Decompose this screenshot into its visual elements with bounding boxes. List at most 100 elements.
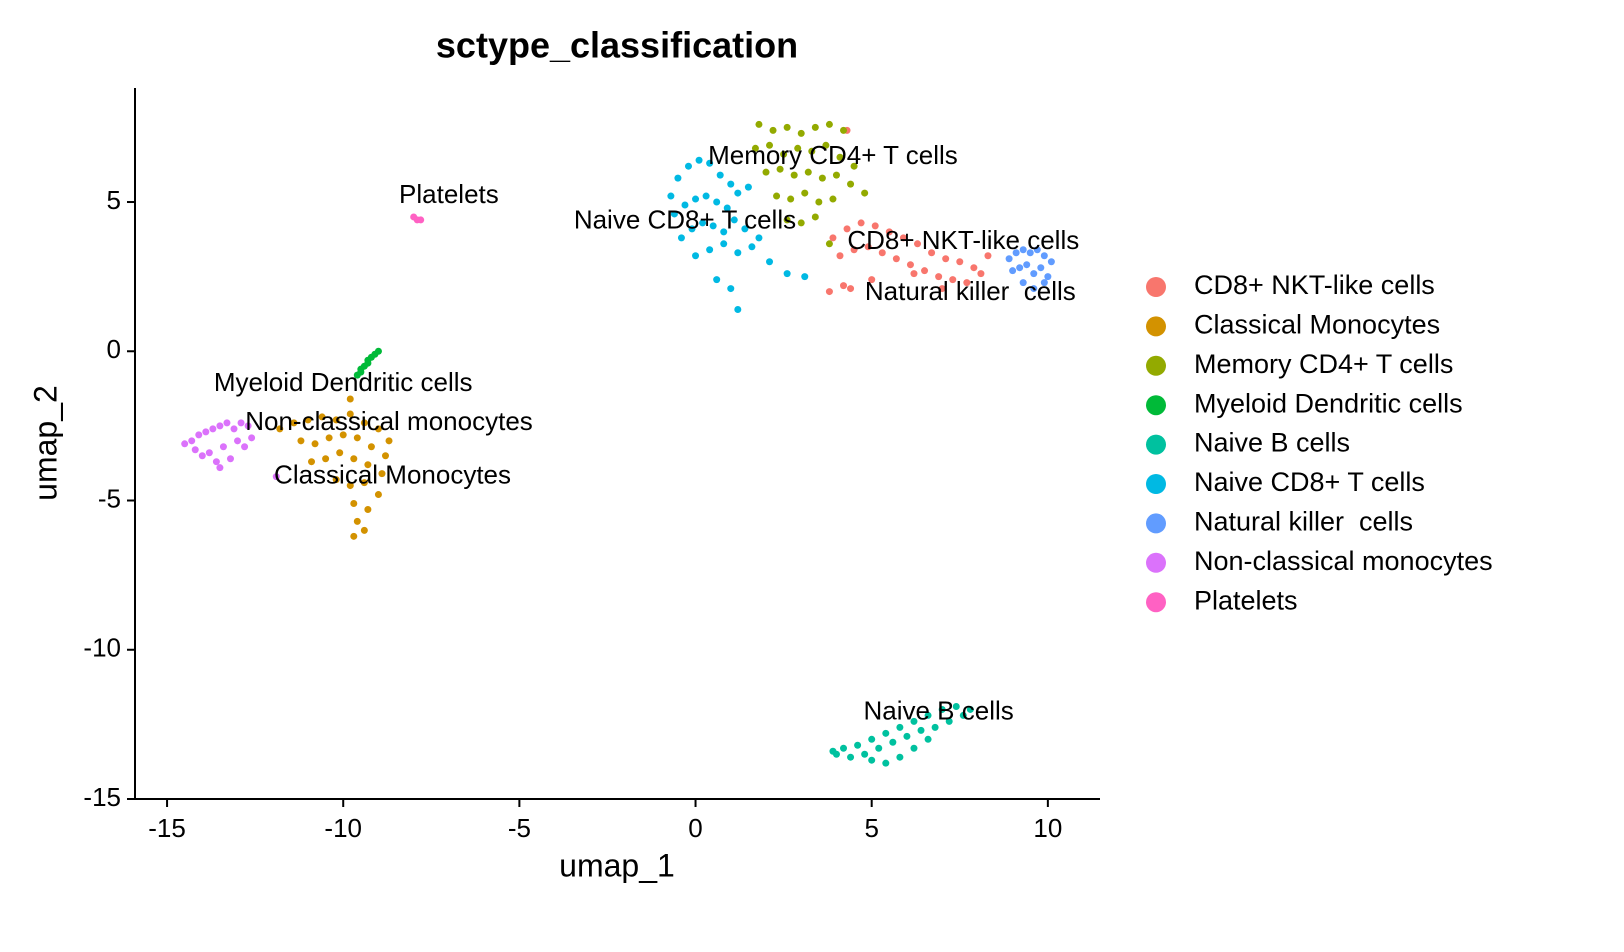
point — [325, 434, 333, 442]
point — [878, 249, 886, 257]
legend-label: Non-classical monocytes — [1194, 546, 1493, 576]
point — [360, 526, 368, 534]
point — [374, 425, 382, 433]
point — [847, 285, 855, 293]
point — [766, 141, 774, 149]
x-tick-label: 0 — [688, 813, 702, 843]
point — [720, 240, 728, 248]
point — [871, 222, 879, 230]
point — [875, 744, 883, 752]
point — [276, 425, 284, 433]
point — [984, 252, 992, 260]
point — [776, 165, 784, 173]
point — [364, 359, 372, 367]
point — [1033, 246, 1041, 254]
y-tick-label: -5 — [98, 483, 121, 513]
point — [840, 744, 848, 752]
y-tick-label: 5 — [107, 185, 121, 215]
x-tick-label: -10 — [324, 813, 362, 843]
point — [889, 738, 897, 746]
point — [709, 222, 717, 230]
point — [1026, 249, 1034, 257]
point — [910, 717, 918, 725]
point — [734, 189, 742, 197]
legend-key — [1146, 355, 1166, 376]
point — [970, 264, 978, 272]
point — [364, 505, 372, 513]
point — [1030, 270, 1038, 278]
point — [924, 711, 932, 719]
point — [945, 717, 953, 725]
point — [1023, 261, 1031, 269]
point — [868, 735, 876, 743]
y-tick-label: 0 — [107, 334, 121, 364]
point — [843, 225, 851, 233]
point — [882, 759, 890, 767]
point — [212, 458, 220, 466]
point — [695, 156, 703, 164]
point — [674, 174, 682, 182]
point — [1019, 246, 1027, 254]
point — [857, 219, 865, 227]
point — [751, 144, 759, 152]
point — [304, 416, 312, 424]
point — [783, 270, 791, 278]
legend-key — [1146, 592, 1166, 613]
point — [1030, 285, 1038, 293]
point — [290, 419, 298, 427]
cluster-label: Myeloid Dendritic cells — [214, 367, 473, 397]
point — [346, 395, 354, 403]
point — [868, 276, 876, 284]
point — [195, 431, 203, 439]
cluster-label: Memory CD4+ T cells — [708, 140, 958, 170]
point — [332, 476, 340, 484]
point — [1012, 249, 1020, 257]
point — [734, 249, 742, 257]
point — [713, 276, 721, 284]
point — [854, 741, 862, 749]
point — [688, 225, 696, 233]
point — [840, 282, 848, 290]
point — [336, 449, 344, 457]
point — [836, 153, 844, 161]
point — [353, 434, 361, 442]
point — [248, 434, 256, 442]
point — [910, 270, 918, 278]
point — [381, 452, 389, 460]
point — [670, 210, 678, 218]
legend-label: Memory CD4+ T cells — [1194, 349, 1453, 379]
point — [339, 431, 347, 439]
point — [966, 705, 974, 713]
point — [766, 258, 774, 266]
x-tick-label: 10 — [1033, 813, 1062, 843]
point — [885, 228, 893, 236]
cluster-label: CD8+ NKT-like cells — [847, 225, 1079, 255]
legend-label: Natural killer cells — [1194, 507, 1413, 537]
point — [882, 729, 890, 737]
point — [219, 443, 227, 451]
point — [272, 473, 280, 481]
cluster-label: Non-classical monocytes — [245, 406, 533, 436]
point — [864, 243, 872, 251]
point — [1005, 255, 1013, 263]
point — [928, 249, 936, 257]
point — [188, 437, 196, 445]
point — [667, 192, 675, 200]
point — [1019, 279, 1027, 287]
point — [318, 413, 326, 421]
point — [861, 189, 869, 197]
point — [244, 422, 252, 430]
point — [723, 204, 731, 212]
point — [906, 261, 914, 269]
point — [822, 141, 830, 149]
point — [234, 437, 242, 445]
point — [868, 756, 876, 764]
point — [684, 162, 692, 170]
point — [360, 419, 368, 427]
cluster-label: Platelets — [399, 179, 499, 209]
point — [825, 288, 833, 296]
cluster-label: Classical Monocytes — [274, 460, 511, 490]
point — [713, 198, 721, 206]
point — [963, 279, 971, 287]
